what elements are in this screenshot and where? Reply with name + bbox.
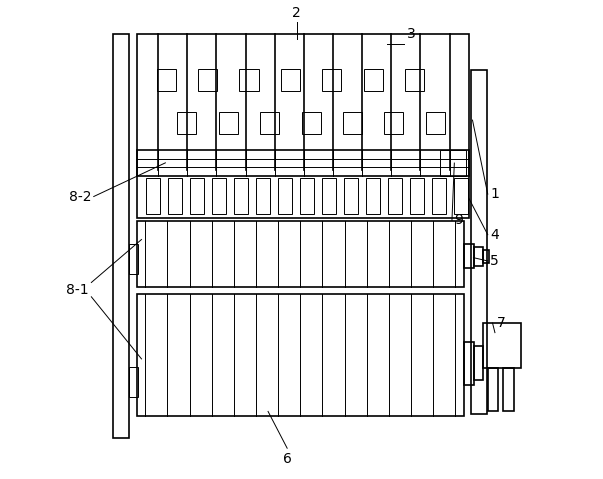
Text: 4: 4 bbox=[490, 228, 499, 242]
Bar bbox=[128, 244, 138, 274]
Bar bbox=[191, 178, 204, 214]
Bar bbox=[426, 112, 445, 135]
Bar bbox=[137, 295, 464, 416]
Bar bbox=[260, 112, 279, 135]
Text: 8-1: 8-1 bbox=[66, 283, 89, 297]
Bar bbox=[405, 68, 425, 91]
Bar bbox=[343, 112, 362, 135]
Bar bbox=[488, 368, 498, 411]
Bar bbox=[440, 150, 466, 176]
Bar bbox=[137, 34, 469, 218]
Text: 9: 9 bbox=[454, 214, 463, 228]
Text: 1: 1 bbox=[490, 187, 499, 201]
Bar bbox=[137, 150, 469, 176]
Bar bbox=[235, 178, 248, 214]
Bar bbox=[279, 178, 292, 214]
Bar bbox=[323, 178, 336, 214]
Bar bbox=[432, 178, 446, 214]
Bar bbox=[256, 178, 270, 214]
Text: 8-2: 8-2 bbox=[69, 190, 91, 204]
Bar bbox=[168, 178, 182, 214]
Bar bbox=[113, 34, 128, 438]
Bar bbox=[464, 342, 475, 385]
Bar bbox=[157, 68, 176, 91]
Bar bbox=[503, 368, 514, 411]
Bar bbox=[388, 178, 402, 214]
Bar bbox=[322, 68, 341, 91]
Bar bbox=[212, 178, 226, 214]
Bar bbox=[198, 68, 217, 91]
Bar bbox=[366, 178, 380, 214]
Bar bbox=[475, 247, 483, 266]
Bar bbox=[464, 244, 475, 268]
Bar bbox=[177, 112, 197, 135]
Bar bbox=[454, 178, 468, 214]
Bar bbox=[300, 178, 314, 214]
Bar bbox=[137, 221, 464, 287]
Text: 6: 6 bbox=[283, 452, 292, 466]
Bar bbox=[384, 112, 403, 135]
Bar bbox=[483, 323, 521, 368]
Bar bbox=[344, 178, 358, 214]
Text: 2: 2 bbox=[292, 6, 301, 20]
Bar bbox=[219, 112, 238, 135]
Bar bbox=[128, 367, 138, 397]
Bar bbox=[410, 178, 424, 214]
Text: 7: 7 bbox=[497, 316, 506, 330]
Bar bbox=[302, 112, 321, 135]
Bar bbox=[475, 346, 483, 380]
Bar bbox=[471, 70, 487, 414]
Text: 5: 5 bbox=[490, 254, 499, 268]
Bar bbox=[483, 250, 488, 263]
Bar bbox=[281, 68, 300, 91]
Bar bbox=[239, 68, 259, 91]
Bar bbox=[147, 178, 160, 214]
Text: 3: 3 bbox=[406, 27, 415, 41]
Bar bbox=[364, 68, 383, 91]
